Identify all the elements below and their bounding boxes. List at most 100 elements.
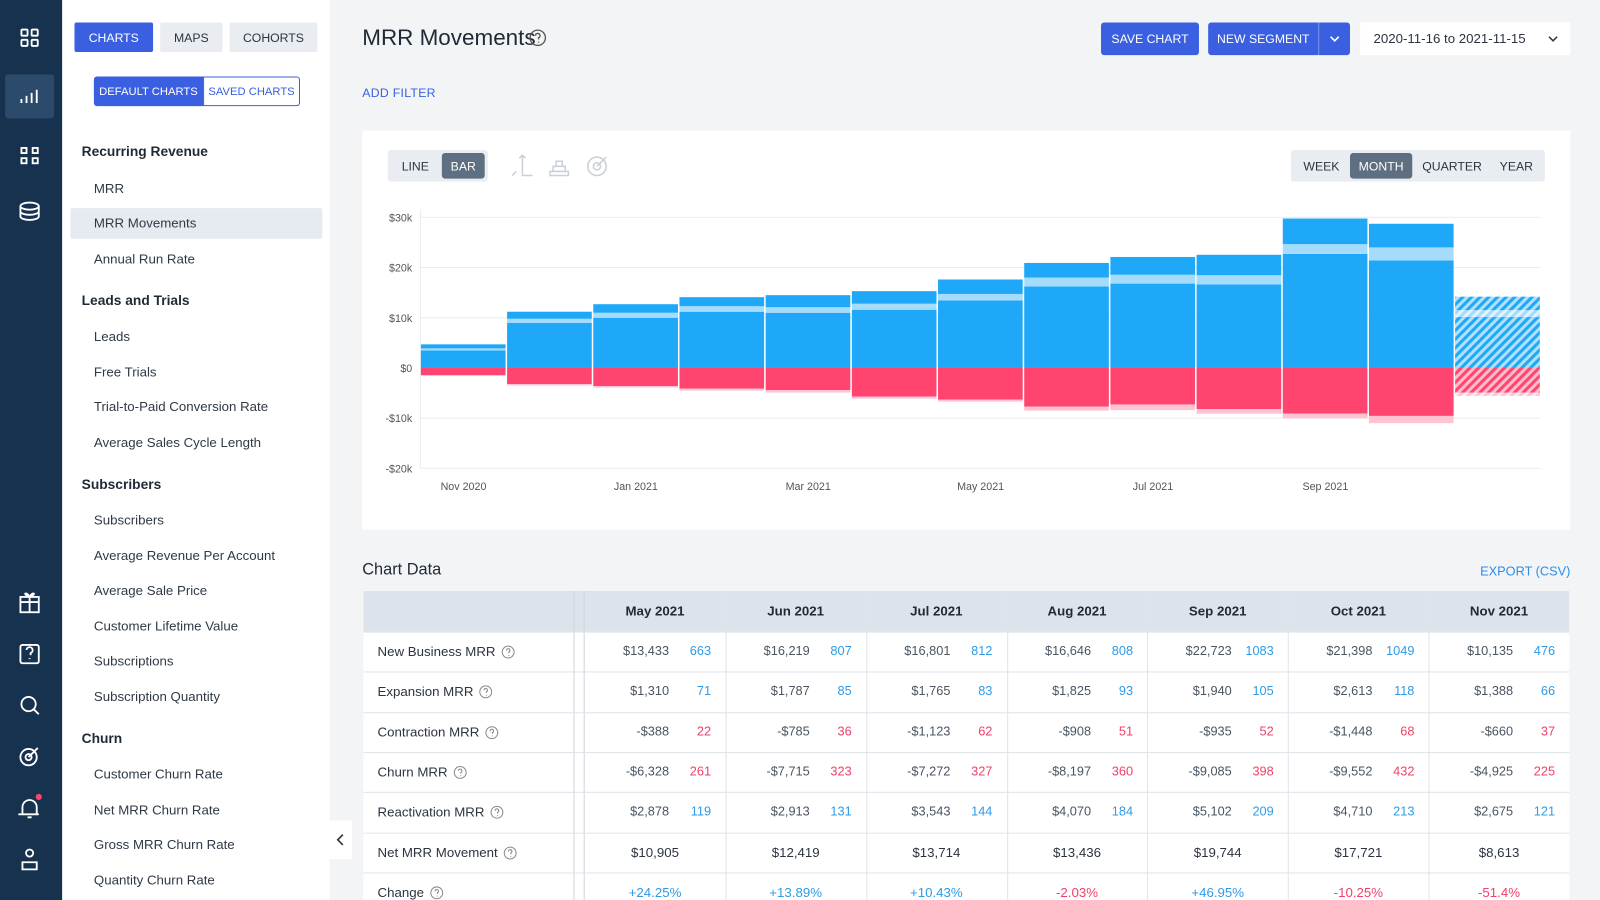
bar-segment: [679, 297, 765, 307]
x-tick-label: Sep 2021: [1302, 481, 1348, 493]
cell-amount: -$1,123: [907, 724, 951, 739]
column-header: Jun 2021: [767, 603, 825, 619]
cell-amount: $5,102: [1192, 804, 1232, 819]
help-icon[interactable]: [490, 805, 504, 819]
cell-count: 62: [978, 724, 993, 739]
row-divider: [363, 751, 1570, 753]
help-icon[interactable]: [429, 886, 443, 900]
menu-item[interactable]: Customer Churn Rate: [93, 766, 223, 782]
bar-segment: [679, 311, 765, 368]
cell-count: 105: [1252, 683, 1274, 699]
y-tick-label: $0: [400, 363, 412, 375]
export-csv[interactable]: EXPORT (CSV): [1480, 564, 1571, 579]
cell-value: +10.43%: [909, 884, 963, 900]
bar-segment: [851, 303, 937, 310]
cell-amount: -$8,197: [1047, 764, 1092, 779]
chart-set-tab[interactable]: DEFAULT CHARTS: [93, 76, 204, 107]
collapse-handle[interactable]: [329, 820, 353, 860]
cell-amount: -$9,552: [1329, 764, 1373, 779]
column-divider: [725, 590, 727, 900]
menu-item[interactable]: Net MRR Churn Rate: [93, 801, 220, 817]
cell-count: 85: [837, 683, 852, 699]
cell-count: 131: [830, 804, 852, 819]
chart-style-option[interactable]: BAR: [441, 153, 485, 179]
cell-amount: -$1,448: [1329, 724, 1373, 739]
menu-item[interactable]: Average Sales Cycle Length: [93, 434, 262, 450]
chart-style-toggle: LINE BAR: [387, 149, 488, 182]
cell-value: -2.03%: [1055, 884, 1099, 900]
column-divider: [866, 590, 868, 900]
period-option[interactable]: QUARTER: [1422, 158, 1482, 173]
bar-segment: [1368, 415, 1454, 424]
help-icon[interactable]: [453, 765, 467, 779]
column-divider: [1428, 590, 1430, 900]
nav-tab[interactable]: CHARTS: [74, 22, 154, 53]
period-option[interactable]: MONTH: [1349, 153, 1413, 179]
row-label: Contraction MRR: [377, 724, 480, 740]
chart-style-option[interactable]: LINE: [401, 158, 429, 173]
save-chart-button[interactable]: SAVE CHART: [1101, 22, 1199, 56]
row-divider: [363, 631, 1570, 633]
bar-segment: [938, 399, 1023, 402]
menu-item[interactable]: Average Sale Price: [93, 582, 208, 598]
chart-set-tab[interactable]: SAVED CHARTS: [203, 76, 300, 107]
cell-count: 360: [1111, 764, 1134, 779]
row-label: New Business MRR: [377, 643, 496, 660]
column-divider: [1147, 590, 1149, 900]
cell-amount: $10,135: [1466, 643, 1514, 659]
bar-segment: [420, 367, 506, 375]
cell-amount: -$388: [636, 724, 670, 739]
cell-amount: -$6,328: [625, 764, 670, 779]
menu-item[interactable]: Free Trials: [93, 363, 157, 380]
cell-amount: $1,310: [630, 683, 670, 699]
cell-value: $10,905: [631, 844, 680, 860]
y-tick-label: $30k: [389, 212, 413, 224]
row-label: Churn MRR: [377, 764, 448, 780]
menu-item[interactable]: MRR Movements: [93, 215, 197, 231]
page-title: MRR Movements: [362, 24, 536, 50]
menu-item[interactable]: Gross MRR Churn Rate: [93, 836, 235, 853]
help-icon[interactable]: [503, 845, 517, 859]
bar-segment: [1368, 223, 1454, 248]
menu-item[interactable]: Subscribers: [93, 512, 164, 528]
menu-item[interactable]: Subscription Quantity: [93, 688, 220, 704]
cell-count: 36: [837, 724, 852, 739]
menu-heading: Churn: [81, 730, 123, 746]
cell-value: +13.89%: [769, 884, 823, 900]
menu-item[interactable]: Trial-to-Paid Conversion Rate: [93, 398, 269, 415]
help-icon[interactable]: [479, 685, 493, 699]
date-range-picker[interactable]: 2020-11-16 to 2021-11-15: [1360, 22, 1571, 56]
period-option[interactable]: YEAR: [1499, 158, 1534, 173]
bar-segment: [765, 295, 851, 308]
help-icon[interactable]: [484, 725, 498, 739]
nav-tab[interactable]: COHORTS: [229, 22, 318, 53]
column-header: Nov 2021: [1469, 603, 1529, 619]
menu-item[interactable]: Average Revenue Per Account: [93, 547, 276, 563]
cell-amount: $16,219: [763, 643, 810, 659]
bar-segment: [593, 367, 678, 387]
x-tick-label: Nov 2020: [441, 481, 487, 493]
bar-segment: [1110, 256, 1196, 275]
help-icon[interactable]: [529, 29, 547, 47]
menu-item[interactable]: Leads: [93, 328, 131, 344]
column-header: Oct 2021: [1330, 603, 1387, 619]
menu-heading: Leads and Trials: [81, 292, 190, 308]
nav-tab[interactable]: MAPS: [160, 22, 223, 53]
bar-segment: [507, 384, 592, 386]
menu-item[interactable]: Customer Lifetime Value: [93, 617, 239, 634]
add-filter[interactable]: ADD FILTER: [362, 85, 436, 100]
new-segment-button[interactable]: NEW SEGMENT: [1208, 22, 1319, 56]
segment-dropdown[interactable]: [1318, 22, 1350, 56]
menu-item[interactable]: Subscriptions: [93, 653, 174, 669]
cell-amount: -$785: [777, 724, 810, 739]
cell-count: 93: [1118, 683, 1134, 699]
cell-amount: $1,940: [1192, 683, 1232, 699]
menu-heading: Recurring Revenue: [81, 143, 208, 160]
help-icon[interactable]: [501, 645, 515, 659]
period-option[interactable]: WEEK: [1303, 158, 1340, 173]
menu-item[interactable]: MRR: [93, 180, 125, 196]
menu-item[interactable]: Quantity Churn Rate: [93, 871, 215, 888]
bar-segment: [938, 367, 1023, 400]
bar-segment: [851, 367, 937, 397]
menu-item[interactable]: Annual Run Rate: [93, 250, 195, 266]
